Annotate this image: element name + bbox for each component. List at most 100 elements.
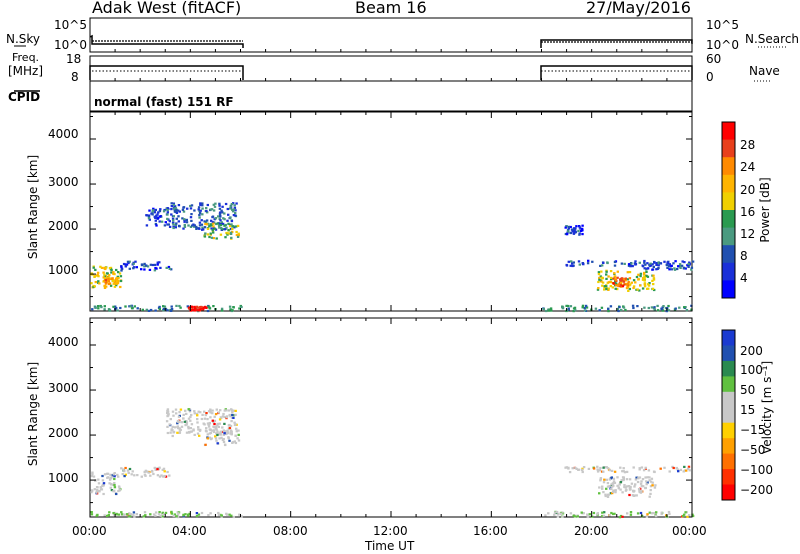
- range-cell: [678, 263, 682, 266]
- range-cell: [108, 267, 112, 270]
- range-cell: [673, 268, 677, 271]
- range-cell: [670, 268, 673, 271]
- range-cell: [170, 268, 173, 271]
- range-cell: [630, 482, 634, 485]
- range-cell: [641, 278, 645, 281]
- range-cell: [154, 309, 157, 312]
- range-cell: [598, 278, 601, 281]
- range-cell: [132, 262, 135, 265]
- range-cell: [597, 273, 601, 276]
- range-cell: [578, 226, 581, 229]
- range-cell: [646, 262, 649, 265]
- range-cell: [103, 308, 106, 311]
- range-cell: [94, 281, 97, 284]
- range-cell: [213, 205, 217, 208]
- range-cell: [610, 511, 613, 515]
- range-cell: [167, 223, 170, 226]
- range-cell: [648, 495, 651, 498]
- range-cell: [553, 511, 557, 514]
- range-cell: [576, 515, 579, 518]
- range-cell: [647, 306, 650, 310]
- range-cell: [220, 436, 223, 439]
- range-cell: [198, 221, 202, 224]
- range-cell: [613, 275, 617, 278]
- range-cell: [643, 267, 646, 270]
- range-cell: [210, 208, 214, 211]
- range-cell: [152, 513, 156, 516]
- range-cell: [174, 408, 178, 411]
- range-cell: [154, 222, 158, 226]
- range-cell: [629, 283, 632, 286]
- range-cell: [651, 481, 654, 484]
- range-cell: [178, 411, 181, 414]
- range-cell: [644, 466, 647, 469]
- range-cell: [655, 263, 658, 266]
- range-cell: [640, 480, 643, 483]
- range-cell: [643, 273, 646, 276]
- range-cell: [209, 408, 212, 411]
- range-cell: [123, 475, 126, 478]
- range-cell: [205, 430, 208, 433]
- colorbar-frame: [721, 121, 736, 299]
- range-cell: [634, 260, 637, 263]
- range-cell: [601, 487, 604, 490]
- range-cell: [206, 433, 209, 436]
- range-cell: [596, 512, 599, 515]
- range-cell: [163, 512, 166, 516]
- range-cell: [212, 421, 215, 424]
- range-cell: [597, 271, 601, 274]
- range-cell: [204, 414, 207, 417]
- range-cell: [215, 439, 218, 442]
- range-cell: [92, 475, 96, 478]
- range-cell: [205, 427, 208, 430]
- range-cell: [653, 261, 656, 264]
- velocity-colorbar: [721, 329, 736, 501]
- range-cell: [208, 421, 211, 425]
- range-cell: [605, 277, 608, 280]
- range-cell: [115, 278, 119, 281]
- range-cell: [205, 306, 208, 309]
- range-cell: [176, 425, 179, 429]
- range-cell: [156, 213, 159, 216]
- range-cell: [163, 474, 166, 478]
- colorbar-swatch: [722, 227, 735, 246]
- range-cell: [649, 489, 652, 492]
- range-cell: [119, 275, 123, 278]
- range-cell: [637, 278, 640, 281]
- range-cell: [688, 261, 691, 264]
- range-cell: [153, 269, 157, 272]
- range-cell: [569, 305, 573, 308]
- range-cell: [121, 513, 124, 516]
- range-cell: [648, 263, 651, 266]
- range-cell: [90, 489, 94, 492]
- range-cell: [204, 232, 207, 235]
- range-cell: [201, 213, 204, 216]
- range-cell: [91, 308, 94, 311]
- range-cell: [112, 272, 115, 275]
- range-cell: [205, 209, 208, 213]
- range-cell: [606, 467, 610, 470]
- range-cell: [149, 474, 152, 477]
- range-cell: [221, 205, 224, 208]
- range-cell: [652, 512, 655, 515]
- range-cell: [115, 513, 118, 516]
- range-cell: [218, 437, 221, 440]
- range-cell: [90, 475, 94, 478]
- range-cell: [234, 434, 237, 437]
- range-cell: [230, 408, 233, 411]
- range-cell: [677, 470, 680, 473]
- range-cell: [638, 289, 641, 292]
- range-cell: [578, 263, 581, 266]
- range-cell: [619, 466, 622, 469]
- range-cell: [165, 266, 168, 269]
- range-cell: [197, 428, 200, 431]
- range-cell: [207, 514, 210, 517]
- range-cell: [643, 279, 646, 282]
- range-cell: [637, 477, 640, 480]
- range-cell: [158, 261, 161, 264]
- range-cell: [690, 304, 693, 307]
- range-cell: [606, 495, 610, 498]
- range-cell: [216, 222, 219, 225]
- range-cell: [234, 409, 237, 412]
